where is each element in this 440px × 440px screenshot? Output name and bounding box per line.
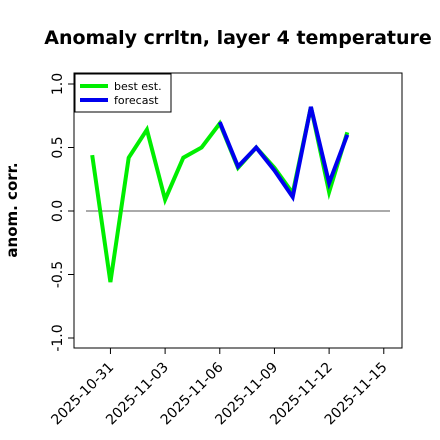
chart-title: Anomaly crrltn, layer 4 temperature [44, 27, 432, 49]
series-group [90, 106, 350, 283]
legend-label-forecast: forecast [114, 94, 159, 107]
y-tick-label: 1.0 [50, 73, 66, 95]
y-tick-label: -1.0 [50, 324, 66, 351]
y-tick-label: 0.0 [50, 200, 66, 222]
legend-label-best-est: best est. [114, 80, 162, 93]
legend-box [74, 73, 172, 113]
x-ticks: 2025-10-312025-11-032025-11-062025-11-09… [48, 348, 391, 428]
y-axis-label: anom. corr. [3, 162, 21, 257]
y-tick-label: -0.5 [50, 261, 66, 288]
series-line-forecast [217, 106, 350, 203]
y-ticks: -1.0 -0.5 0.0 0.5 1.0 [50, 73, 74, 352]
legend: best est. forecast [74, 73, 172, 113]
y-tick-label: 0.5 [50, 136, 66, 158]
